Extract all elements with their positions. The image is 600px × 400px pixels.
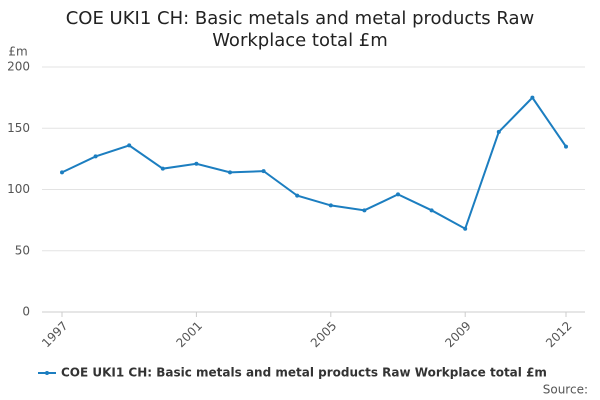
data-point bbox=[429, 208, 434, 213]
source: Source: bbox=[543, 383, 588, 397]
data-point bbox=[362, 208, 367, 213]
series-line bbox=[61, 96, 567, 231]
y-tick-label: 200 bbox=[7, 60, 30, 74]
x-tick-label: 2012 bbox=[543, 319, 574, 350]
data-point bbox=[160, 166, 165, 171]
data-point bbox=[261, 169, 266, 174]
x-tick-label: 2009 bbox=[442, 319, 473, 350]
x-tick-label: 2005 bbox=[308, 319, 339, 350]
data-point bbox=[228, 170, 232, 175]
data-point bbox=[60, 170, 64, 175]
y-tick-label: 100 bbox=[7, 182, 30, 196]
y-tick-label: 150 bbox=[7, 121, 30, 135]
data-point bbox=[328, 203, 333, 208]
x-tick-label: 1997 bbox=[39, 319, 70, 350]
legend-marker bbox=[45, 371, 49, 375]
data-point bbox=[194, 161, 199, 166]
y-tick-label: 0 bbox=[22, 305, 30, 319]
data-point bbox=[463, 226, 468, 231]
x-tick-label: 2001 bbox=[173, 319, 204, 350]
data-point bbox=[530, 95, 535, 100]
legend-label: COE UKI1 CH: Basic metals and metal prod… bbox=[61, 366, 547, 380]
data-point bbox=[127, 143, 132, 148]
data-point bbox=[295, 193, 300, 198]
y-tick-label: 50 bbox=[15, 243, 30, 257]
chart-title: COE UKI1 CH: Basic metals and metal prod… bbox=[65, 8, 535, 51]
data-point bbox=[93, 154, 98, 159]
data-point bbox=[496, 129, 501, 134]
data-point bbox=[564, 144, 568, 149]
y-axis-label: £m bbox=[8, 45, 27, 59]
data-point bbox=[396, 192, 400, 197]
